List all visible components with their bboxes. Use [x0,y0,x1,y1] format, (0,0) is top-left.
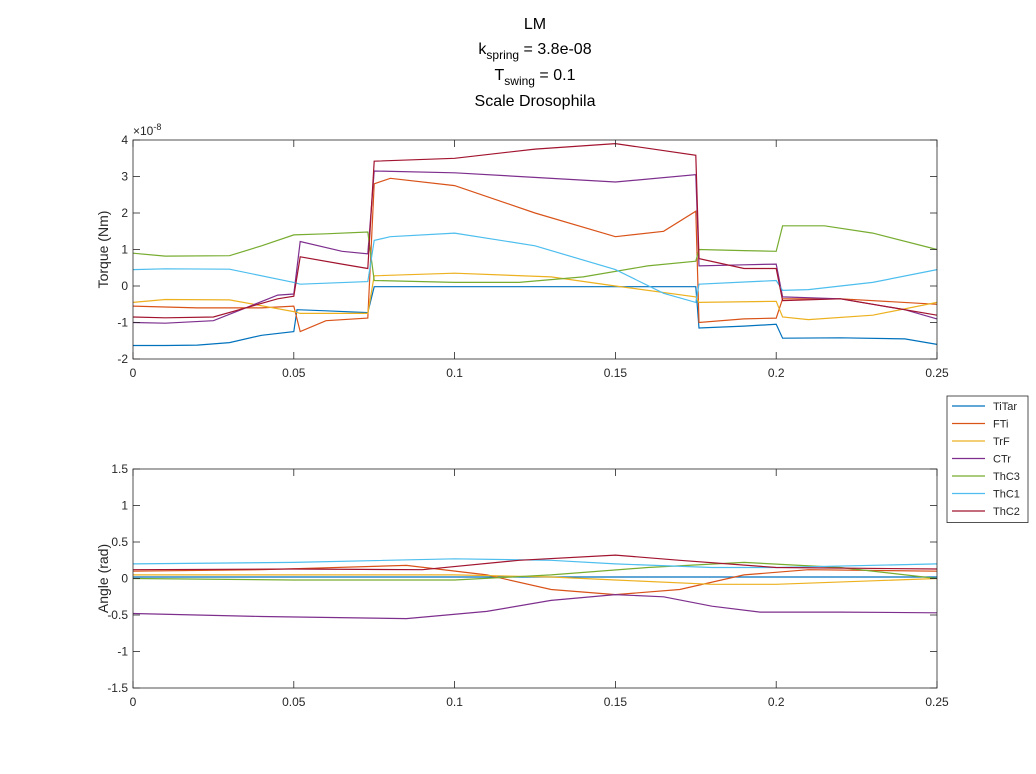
legend-label-thc1: ThC1 [993,489,1020,501]
legend-label-thc3: ThC3 [993,471,1020,483]
x-tick-label: 0.15 [604,695,628,709]
series-line-ctr [132,593,938,620]
series-line-thc2 [132,554,938,571]
y-tick-label: -1.5 [107,681,128,695]
y-tick-label: 0 [121,572,128,586]
axes-background-1 [133,469,937,688]
y-tick-label: -1 [117,645,128,659]
y-tick-label: 4 [121,133,128,147]
series-line-thc1 [132,232,938,304]
x-tick-label: 0.2 [768,695,785,709]
series-line-titar [133,286,938,347]
y-tick-label: 1 [121,243,128,257]
series-line-thc1 [132,558,938,569]
legend: TiTar FTi TrF CTr ThC3 ThC1 ThC2 [946,395,1029,523]
title-line-4: Scale Drosophila [474,93,596,110]
series-line-fti [132,177,938,333]
legend-label-fti: FTi [993,419,1008,431]
legend-label-ctr: CTr [993,454,1011,466]
legend-label-trf: TrF [993,436,1010,448]
torque-axes: 0 0.05 0.1 0.15 0.2 0.25 -2 -1 0 1 2 3 4 Torque (Nm) ×… [95,122,949,380]
y-tick-label: 0.5 [111,535,128,549]
k-symbol: k [478,41,487,58]
legend-label-titar: TiTar [993,401,1017,413]
legend-box [946,395,1029,523]
t-value: = 0.1 [534,67,576,84]
axes-background-0 [133,140,937,359]
t-subscript: swing [504,74,535,88]
y-tick-label: 1.5 [111,462,128,476]
angle-axes: 0 0.05 0.1 0.15 0.2 0.25 -1.5 -1 -0.5 0 0.5 1 1.5 Ang… [95,462,949,709]
series-line-thc2 [132,142,938,319]
x-tick-label: 0.05 [282,366,306,380]
x-tick-label: 0.25 [925,695,949,709]
series-line-trf [132,272,938,321]
series-line-thc3 [132,225,938,283]
y-tick-label: 2 [121,206,128,220]
k-subscript: spring [486,48,520,62]
x-tick-label: 0 [130,695,137,709]
x-tick-label: 0.05 [282,695,306,709]
x-tick-label: 0.15 [604,366,628,380]
title-line-2: kspring = 3.8e-08 [0,37,1036,63]
legend-label-thc2: ThC2 [993,506,1020,518]
y-tick-label: -0.5 [107,608,128,622]
series-line-trf [133,574,938,585]
y-exponent-power: -8 [153,122,161,132]
y-axis-label: Angle (rad) [95,544,111,613]
y-tick-label: 3 [121,170,128,184]
title-line-3: Tswing = 0.1 [0,63,1036,89]
y-tick-label: 0 [121,279,128,293]
x-tick-label: 0.1 [446,366,463,380]
y-exponent-label: ×10-8 [133,122,161,138]
series-line-fti [132,564,938,596]
title-line-1: LM [523,16,547,33]
y-tick-label: -1 [117,316,128,330]
x-tick-label: 0.25 [925,366,949,380]
chart-title-block: LM kspring = 3.8e-08 Tswing = 0.1 Scale … [0,12,1036,114]
y-tick-label: -2 [117,352,128,366]
x-tick-label: 0.2 [768,366,785,380]
t-symbol: T [494,67,505,84]
y-tick-label: 1 [121,499,128,513]
x-tick-label: 0 [130,366,137,380]
k-value: = 3.8e-08 [519,41,592,58]
x-tick-label: 0.1 [446,695,463,709]
y-axis-label: Torque (Nm) [95,211,111,289]
